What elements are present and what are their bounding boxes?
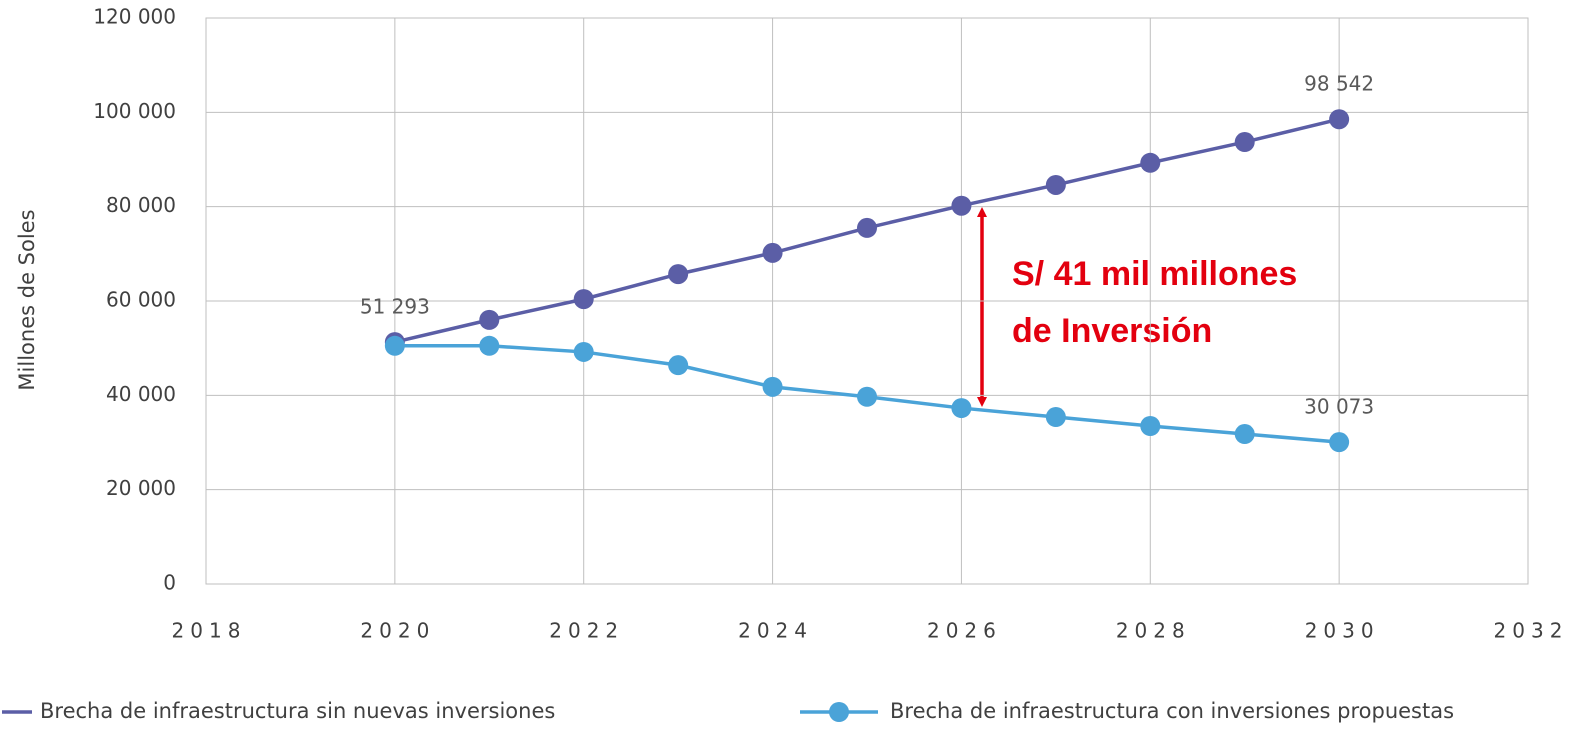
point: [1234, 424, 1255, 445]
annotation: de Inversión: [1012, 312, 1212, 350]
y-tick-label: 120 000: [93, 5, 176, 29]
x-tick-label: 2018: [172, 619, 247, 643]
x-tick-label: 2020: [360, 619, 435, 643]
x-tick-label: 2026: [927, 619, 1002, 643]
point: [1329, 432, 1350, 453]
point: [668, 355, 689, 376]
point: [762, 376, 783, 397]
point: [1329, 109, 1350, 130]
legend-marker: [829, 702, 849, 722]
point: [1140, 152, 1161, 173]
x-tick-label: 2032: [1494, 619, 1569, 643]
y-axis-title: Millones de Soles: [15, 209, 39, 390]
point: [951, 195, 972, 216]
y-tick-label: 80 000: [106, 193, 176, 217]
point: [762, 242, 783, 263]
point: [1045, 407, 1066, 428]
y-tick-label: 20 000: [106, 476, 176, 500]
point: [573, 289, 594, 310]
point: [1140, 415, 1161, 436]
point: [573, 341, 594, 362]
point: [1045, 174, 1066, 195]
value-label: 98 542: [1304, 72, 1374, 96]
point: [951, 398, 972, 419]
x-tick-label: 2022: [549, 619, 624, 643]
point: [479, 309, 500, 330]
point: [1234, 132, 1255, 153]
x-tick-label: 2024: [738, 619, 813, 643]
point: [384, 335, 405, 356]
annotation: S/ 41 mil millones: [1012, 255, 1297, 293]
y-tick-label: 60 000: [106, 288, 176, 312]
value-label: 30 073: [1304, 395, 1374, 419]
point: [479, 335, 500, 356]
y-tick-label: 100 000: [93, 99, 176, 123]
value-label: 51 293: [360, 295, 430, 319]
legend-label: Brecha de infraestructura sin nuevas inv…: [40, 699, 555, 723]
point: [668, 264, 689, 285]
x-tick-label: 2030: [1305, 619, 1380, 643]
legend-label: Brecha de infraestructura con inversione…: [890, 699, 1454, 723]
point: [857, 217, 877, 238]
y-tick-label: 40 000: [106, 382, 176, 406]
x-tick-label: 2028: [1116, 619, 1191, 643]
point: [857, 386, 877, 407]
y-tick-label: 0: [163, 571, 176, 595]
